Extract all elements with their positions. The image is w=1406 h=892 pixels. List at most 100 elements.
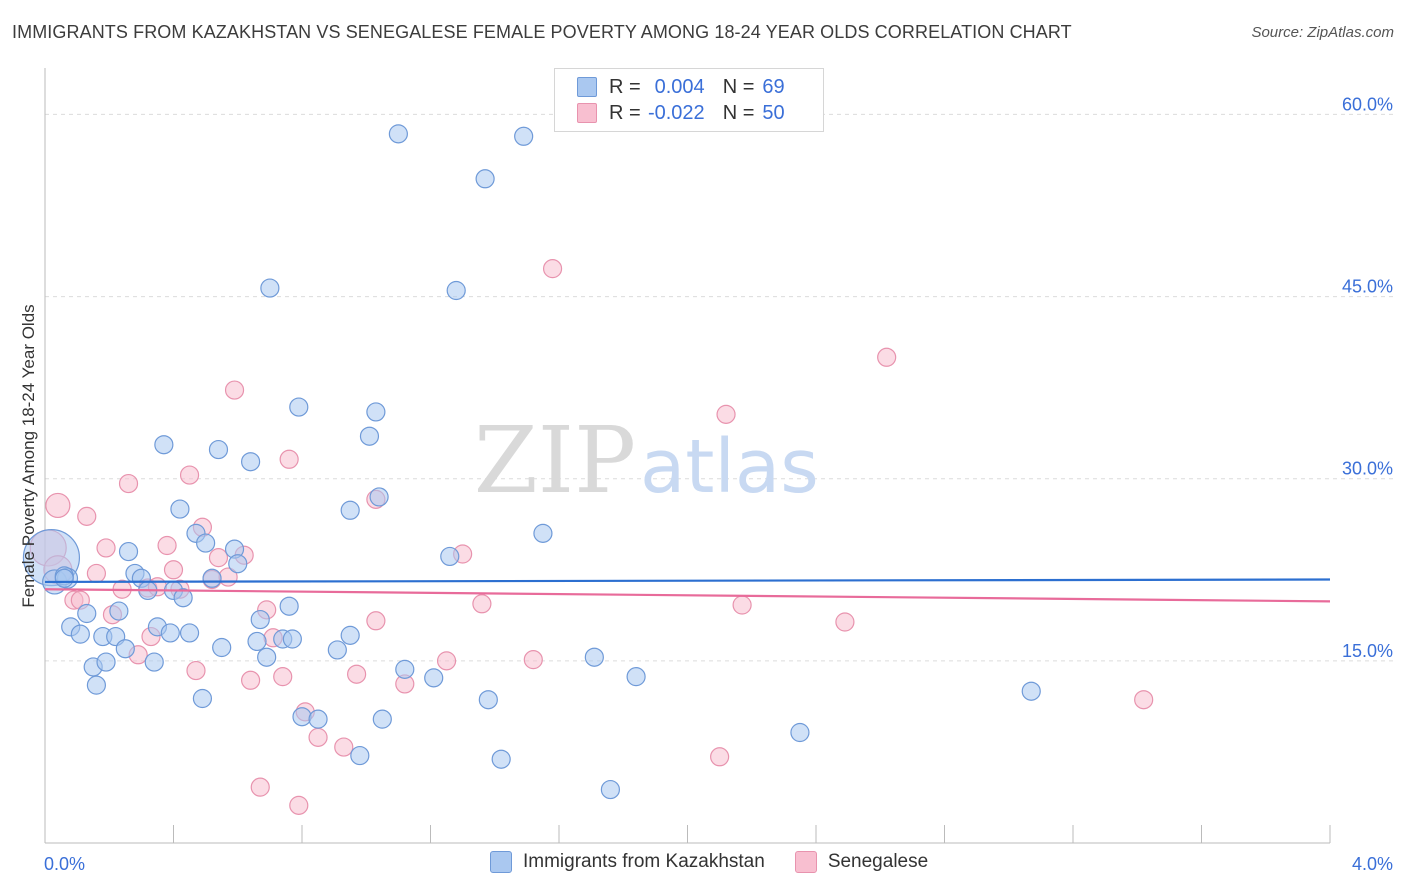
- senegalese-point: [334, 737, 354, 757]
- legend-n-label: N =: [722, 75, 755, 98]
- watermark: ZIP atlas: [474, 407, 819, 514]
- kazakhstan-point: [144, 652, 164, 672]
- senegalese-point: [163, 560, 184, 580]
- legend-swatch-blue: [577, 77, 597, 97]
- senegalese-point: [877, 347, 897, 367]
- senegalese-point: [279, 449, 299, 469]
- kazakhstan-point: [96, 652, 116, 672]
- kazakhstan-point: [478, 690, 498, 710]
- kazakhstan-point: [446, 280, 466, 301]
- kazakhstan-point: [424, 668, 444, 688]
- legend-row-kazakhstan: R = 0.004 N = 69: [577, 74, 785, 100]
- legend-n-label: N =: [722, 101, 755, 124]
- kazakhstan-point: [196, 533, 216, 553]
- y-tick-label: 45.0%: [1342, 277, 1393, 297]
- kazakhstan-point: [514, 126, 534, 146]
- legend-r-label: R =: [609, 101, 641, 124]
- kazakhstan-point: [626, 667, 646, 687]
- senegalese-point: [710, 747, 730, 767]
- tick-labels: 15.0% 30.0% 45.0% 60.0% 0.0% 4.0%: [44, 94, 1393, 874]
- kazakhstan-point: [327, 640, 347, 660]
- senegalese-point: [250, 777, 270, 797]
- kazakhstan-point: [475, 169, 495, 189]
- x-tick-label: 4.0%: [1352, 854, 1393, 874]
- legend-r-value: 0.004: [654, 75, 705, 98]
- legend-item-kazakhstan: Immigrants from Kazakhstan: [490, 851, 765, 873]
- kazakhstan-point: [533, 523, 553, 543]
- watermark-atlas: atlas: [640, 424, 819, 510]
- kazakhstan-point: [257, 647, 277, 667]
- trend-lines: [44, 578, 1331, 603]
- watermark-zip: ZIP: [474, 407, 636, 514]
- senegalese-point: [366, 611, 386, 631]
- kazakhstan-point: [77, 603, 97, 624]
- senegalese-point: [542, 259, 563, 279]
- source-credit: Source: ZipAtlas.com: [1251, 24, 1394, 41]
- kazakhstan-point: [192, 688, 213, 709]
- y-tick-label: 60.0%: [1342, 94, 1393, 114]
- legend-item-senegalese: Senegalese: [794, 851, 928, 873]
- senegalese-point: [208, 548, 229, 568]
- senegalese-point: [835, 612, 855, 632]
- senegalese-point: [472, 594, 492, 614]
- y-tick-label: 30.0%: [1342, 459, 1393, 479]
- kazakhstan-point: [600, 779, 621, 800]
- legend-swatch-pink: [577, 103, 597, 123]
- correlation-legend: R = 0.004 N = 69 R = -0.022 N = 50: [554, 68, 824, 132]
- kazakhstan-point: [179, 623, 200, 643]
- kazakhstan-point: [70, 624, 90, 644]
- kazakhstan-point: [250, 609, 270, 630]
- kazakhstan-trend-line: [44, 578, 1331, 584]
- legend-r-label: R =: [609, 75, 641, 98]
- senegalese-point: [273, 667, 293, 687]
- kazakhstan-point: [247, 631, 267, 652]
- kazakhstan-point: [388, 124, 408, 144]
- kazakhstan-point: [212, 637, 232, 658]
- kazakhstan-point: [491, 749, 511, 769]
- kazakhstan-point: [340, 500, 360, 520]
- kazakhstan-point: [54, 568, 74, 588]
- y-tick-label: 15.0%: [1342, 641, 1393, 661]
- senegalese-point: [716, 404, 736, 424]
- senegalese-point: [96, 538, 116, 558]
- kazakhstan-point: [308, 709, 328, 729]
- kazakhstan-point: [440, 546, 460, 567]
- legend-swatch-pink: [794, 851, 817, 873]
- kazakhstan-point: [115, 639, 135, 659]
- kazakhstan-point: [350, 745, 370, 766]
- senegalese-point: [77, 506, 97, 526]
- legend-n-value: 50: [762, 101, 785, 124]
- senegalese-point: [347, 664, 367, 684]
- kazakhstan-point: [282, 629, 302, 649]
- kazakhstan-point: [241, 452, 261, 472]
- y-axis-label: Female Poverty Among 18-24 Year Olds: [19, 304, 38, 607]
- senegalese-point: [289, 795, 309, 815]
- kazakhstan-point: [208, 439, 229, 460]
- senegalese-point: [45, 492, 71, 519]
- kazakhstan-point: [260, 278, 280, 298]
- legend-label-kazakhstan: Immigrants from Kazakhstan: [523, 851, 765, 872]
- senegalese-point: [86, 563, 107, 584]
- kazakhstan-point: [170, 499, 190, 519]
- senegalese-point: [224, 380, 245, 400]
- chart-title: IMMIGRANTS FROM KAZAKHSTAN VS SENEGALESE…: [12, 22, 1072, 42]
- senegalese-point: [186, 660, 206, 681]
- senegalese-point: [1134, 690, 1154, 710]
- kazakhstan-point: [340, 625, 360, 645]
- kazakhstan-point: [160, 623, 180, 643]
- series-legend: Immigrants from Kazakhstan Senegalese: [490, 851, 958, 873]
- senegalese-point: [179, 465, 200, 485]
- senegalese-point: [157, 535, 177, 556]
- legend-swatch-blue: [490, 851, 512, 873]
- senegalese-point: [241, 670, 261, 690]
- kazakhstan-point: [109, 601, 129, 621]
- legend-row-senegalese: R = -0.022 N = 50: [577, 100, 785, 126]
- kazakhstan-point: [173, 588, 193, 608]
- kazakhstan-point: [86, 675, 107, 695]
- kazakhstan-point: [279, 596, 299, 616]
- kazakhstan-point: [366, 402, 386, 422]
- senegalese-point: [308, 727, 328, 747]
- kazakhstan-point: [584, 647, 604, 667]
- kazakhstan-point: [154, 435, 174, 455]
